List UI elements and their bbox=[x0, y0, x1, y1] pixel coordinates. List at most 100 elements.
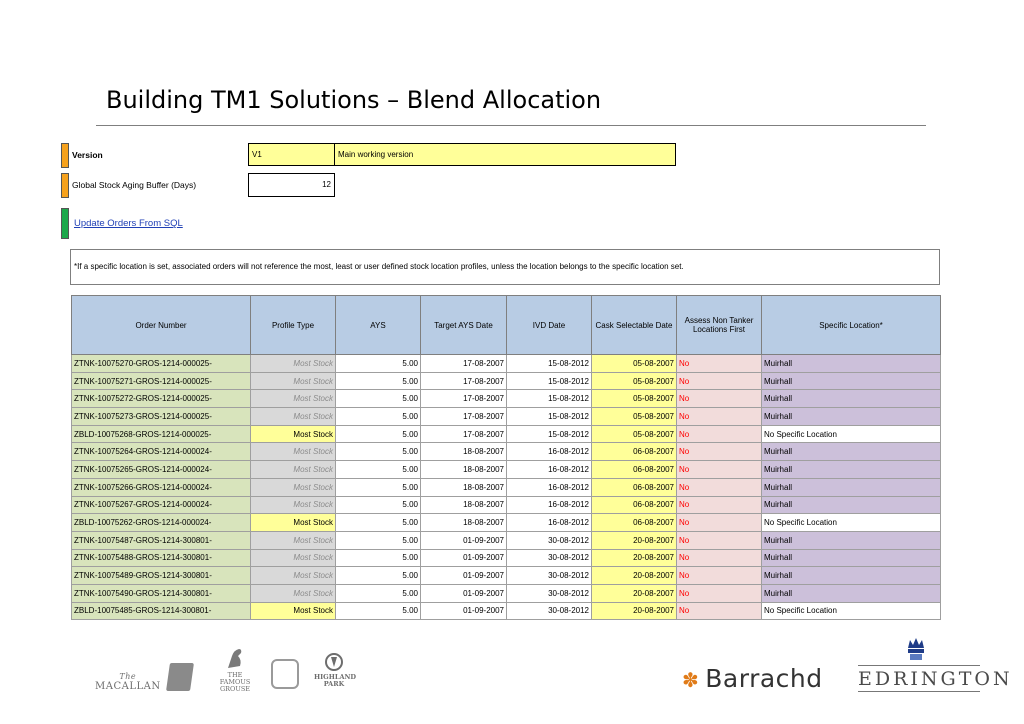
order-number-cell: ZTNK-10075266-GROS-1214-000024- bbox=[71, 477, 251, 497]
update-orders-link[interactable]: Update Orders From SQL bbox=[74, 218, 183, 229]
cask-selectable-date-cell[interactable]: 05-08-2007 bbox=[591, 407, 677, 426]
assess-non-tanker-cell[interactable]: No bbox=[676, 389, 762, 409]
profile-type-cell[interactable]: Most Stock bbox=[250, 460, 336, 479]
cask-selectable-date-cell[interactable]: 06-08-2007 bbox=[591, 460, 677, 479]
buffer-input[interactable]: 12 bbox=[248, 173, 335, 197]
cask-selectable-date-cell[interactable]: 20-08-2007 bbox=[591, 583, 677, 603]
table-row: ZTNK-10075265-GROS-1214-000024- Most Stoc… bbox=[71, 460, 941, 479]
target-ays-date-cell: 17-08-2007 bbox=[420, 424, 507, 444]
table-row: ZBLD-10075485-GROS-1214-300801- Most Stoc… bbox=[71, 601, 941, 621]
order-number-cell: ZTNK-10075488-GROS-1214-300801- bbox=[71, 548, 251, 568]
order-number-cell: ZTNK-10075487-GROS-1214-300801- bbox=[71, 530, 251, 550]
target-ays-date-cell: 18-08-2007 bbox=[420, 513, 507, 532]
highland-park-logo: HIGHLAND PARK bbox=[314, 652, 356, 688]
assess-non-tanker-cell[interactable]: No bbox=[676, 548, 762, 568]
table-row: ZTNK-10075266-GROS-1214-000024- Most Stoc… bbox=[71, 477, 941, 497]
ivd-date-cell: 30-08-2012 bbox=[506, 601, 592, 621]
specific-location-cell[interactable]: No Specific Location bbox=[761, 424, 941, 444]
cask-selectable-date-cell[interactable]: 20-08-2007 bbox=[591, 548, 677, 568]
page-title: Building TM1 Solutions – Blend Allocatio… bbox=[106, 86, 602, 114]
assess-non-tanker-cell[interactable]: No bbox=[676, 407, 762, 426]
version-value-cell[interactable]: V1 bbox=[248, 143, 335, 166]
cask-selectable-date-cell[interactable]: 05-08-2007 bbox=[591, 371, 677, 391]
buffer-label: Global Stock Aging Buffer (Days) bbox=[72, 180, 197, 190]
assess-non-tanker-cell[interactable]: No bbox=[676, 495, 762, 515]
cask-selectable-date-cell[interactable]: 06-08-2007 bbox=[591, 477, 677, 497]
specific-location-cell[interactable]: No Specific Location bbox=[761, 513, 941, 532]
ays-cell: 5.00 bbox=[335, 354, 421, 373]
specific-location-cell[interactable]: Muirhall bbox=[761, 407, 941, 426]
target-ays-date-cell: 01-09-2007 bbox=[420, 583, 507, 603]
assess-non-tanker-cell[interactable]: No bbox=[676, 460, 762, 479]
profile-type-cell[interactable]: Most Stock bbox=[250, 513, 336, 532]
order-number-cell: ZTNK-10075265-GROS-1214-000024- bbox=[71, 460, 251, 479]
title-divider bbox=[96, 125, 926, 126]
profile-type-cell[interactable]: Most Stock bbox=[250, 407, 336, 426]
cask-selectable-date-cell[interactable]: 05-08-2007 bbox=[591, 424, 677, 444]
table-row: ZTNK-10075490-GROS-1214-300801- Most Stoc… bbox=[71, 583, 941, 603]
specific-location-cell[interactable]: Muirhall bbox=[761, 477, 941, 497]
ays-cell: 5.00 bbox=[335, 460, 421, 479]
target-ays-date-cell: 18-08-2007 bbox=[420, 442, 507, 462]
profile-type-cell[interactable]: Most Stock bbox=[250, 442, 336, 462]
macallan-logo-text: MACALLAN bbox=[95, 681, 161, 692]
blend-allocation-table: Order Number Profile Type AYS Target AYS… bbox=[71, 295, 941, 621]
ivd-date-cell: 16-08-2012 bbox=[506, 460, 592, 479]
specific-location-cell[interactable]: Muirhall bbox=[761, 583, 941, 603]
assess-non-tanker-cell[interactable]: No bbox=[676, 477, 762, 497]
barrachd-logo: ✽ Barrachd bbox=[682, 664, 823, 693]
ivd-date-cell: 30-08-2012 bbox=[506, 583, 592, 603]
highland-park-crest-icon bbox=[325, 653, 343, 671]
cask-selectable-date-cell[interactable]: 05-08-2007 bbox=[591, 354, 677, 373]
cask-selectable-date-cell[interactable]: 20-08-2007 bbox=[591, 566, 677, 585]
table-row: ZTNK-10075270-GROS-1214-000025- Most Stoc… bbox=[71, 354, 941, 373]
specific-location-cell[interactable]: No Specific Location bbox=[761, 601, 941, 621]
specific-location-cell[interactable]: Muirhall bbox=[761, 548, 941, 568]
ays-cell: 5.00 bbox=[335, 530, 421, 550]
specific-location-cell[interactable]: Muirhall bbox=[761, 389, 941, 409]
edrington-rule-bottom bbox=[858, 691, 980, 692]
specific-location-cell[interactable]: Muirhall bbox=[761, 495, 941, 515]
assess-non-tanker-cell[interactable]: No bbox=[676, 530, 762, 550]
cask-selectable-date-cell[interactable]: 05-08-2007 bbox=[591, 389, 677, 409]
assess-non-tanker-cell[interactable]: No bbox=[676, 583, 762, 603]
specific-location-cell[interactable]: Muirhall bbox=[761, 371, 941, 391]
profile-type-cell[interactable]: Most Stock bbox=[250, 583, 336, 603]
assess-non-tanker-cell[interactable]: No bbox=[676, 513, 762, 532]
profile-type-cell[interactable]: Most Stock bbox=[250, 389, 336, 409]
ays-cell: 5.00 bbox=[335, 424, 421, 444]
table-row: ZTNK-10075487-GROS-1214-300801- Most Stoc… bbox=[71, 530, 941, 550]
profile-type-cell[interactable]: Most Stock bbox=[250, 601, 336, 621]
assess-non-tanker-cell[interactable]: No bbox=[676, 354, 762, 373]
profile-type-cell[interactable]: Most Stock bbox=[250, 548, 336, 568]
profile-type-cell[interactable]: Most Stock bbox=[250, 495, 336, 515]
table-row: ZTNK-10075267-GROS-1214-000024- Most Stoc… bbox=[71, 495, 941, 515]
cask-selectable-date-cell[interactable]: 06-08-2007 bbox=[591, 495, 677, 515]
col-assess-non-tanker: Assess Non Tanker Locations First bbox=[676, 295, 762, 355]
cask-selectable-date-cell[interactable]: 06-08-2007 bbox=[591, 513, 677, 532]
specific-location-cell[interactable]: Muirhall bbox=[761, 460, 941, 479]
target-ays-date-cell: 01-09-2007 bbox=[420, 530, 507, 550]
profile-type-cell[interactable]: Most Stock bbox=[250, 371, 336, 391]
profile-type-cell[interactable]: Most Stock bbox=[250, 530, 336, 550]
assess-non-tanker-cell[interactable]: No bbox=[676, 442, 762, 462]
cask-selectable-date-cell[interactable]: 20-08-2007 bbox=[591, 530, 677, 550]
version-marker bbox=[61, 143, 69, 168]
ays-cell: 5.00 bbox=[335, 371, 421, 391]
specific-location-cell[interactable]: Muirhall bbox=[761, 354, 941, 373]
assess-non-tanker-cell[interactable]: No bbox=[676, 424, 762, 444]
profile-type-cell[interactable]: Most Stock bbox=[250, 424, 336, 444]
profile-type-cell[interactable]: Most Stock bbox=[250, 566, 336, 585]
cask-selectable-date-cell[interactable]: 06-08-2007 bbox=[591, 442, 677, 462]
cask-selectable-date-cell[interactable]: 20-08-2007 bbox=[591, 601, 677, 621]
profile-type-cell[interactable]: Most Stock bbox=[250, 354, 336, 373]
specific-location-cell[interactable]: Muirhall bbox=[761, 530, 941, 550]
table-row: ZTNK-10075271-GROS-1214-000025- Most Stoc… bbox=[71, 371, 941, 391]
ivd-date-cell: 16-08-2012 bbox=[506, 477, 592, 497]
assess-non-tanker-cell[interactable]: No bbox=[676, 566, 762, 585]
specific-location-cell[interactable]: Muirhall bbox=[761, 566, 941, 585]
assess-non-tanker-cell[interactable]: No bbox=[676, 601, 762, 621]
profile-type-cell[interactable]: Most Stock bbox=[250, 477, 336, 497]
specific-location-cell[interactable]: Muirhall bbox=[761, 442, 941, 462]
assess-non-tanker-cell[interactable]: No bbox=[676, 371, 762, 391]
